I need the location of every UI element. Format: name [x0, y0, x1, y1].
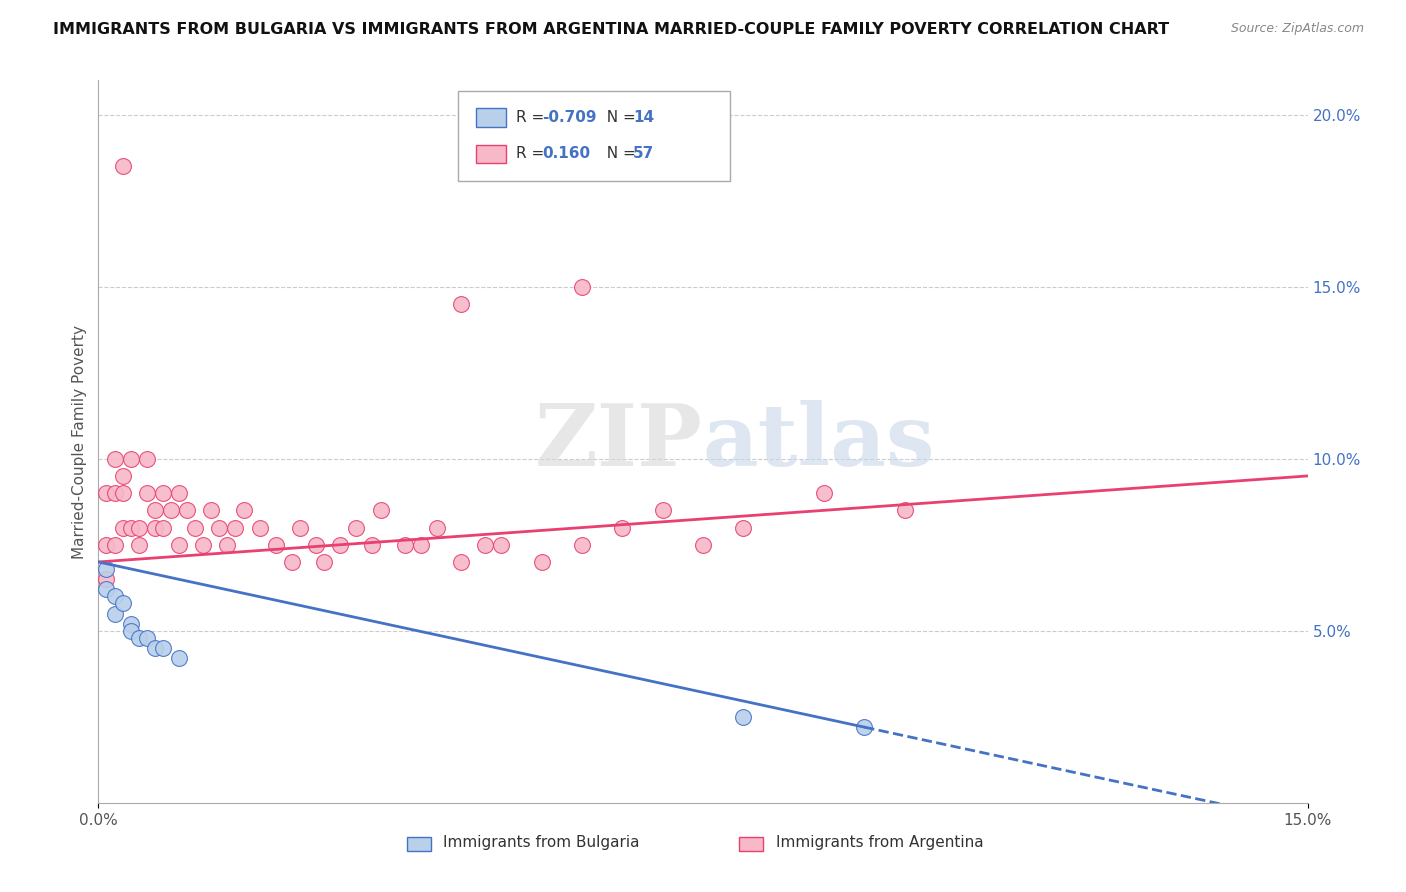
Point [208, 520, 231, 534]
Point [143, 640, 166, 655]
Text: 0.160: 0.160 [543, 146, 591, 161]
Point [167, 486, 190, 500]
Point [264, 538, 287, 552]
FancyBboxPatch shape [406, 837, 432, 851]
Point [281, 555, 304, 569]
Point [135, 451, 157, 466]
Point [128, 520, 150, 534]
Point [491, 538, 513, 552]
FancyBboxPatch shape [457, 91, 730, 181]
Point [176, 503, 198, 517]
Point [232, 503, 254, 517]
Text: R =: R = [516, 111, 548, 126]
Text: 57: 57 [633, 146, 654, 161]
Text: 14: 14 [633, 111, 654, 126]
Point [111, 469, 134, 483]
Point [128, 538, 150, 552]
Point [426, 520, 449, 534]
Text: atlas: atlas [703, 400, 935, 483]
Text: Immigrants from Argentina: Immigrants from Argentina [776, 835, 983, 850]
Point [96, 572, 118, 586]
Point [450, 555, 472, 569]
Point [571, 538, 593, 552]
Point [450, 297, 472, 311]
Point [249, 520, 271, 534]
Text: Immigrants from Bulgaria: Immigrants from Bulgaria [443, 835, 640, 850]
Point [96, 538, 118, 552]
Point [409, 538, 432, 552]
Point [571, 279, 593, 293]
Point [111, 520, 134, 534]
Point [733, 520, 755, 534]
Point [184, 520, 207, 534]
Point [167, 538, 190, 552]
Point [193, 538, 215, 552]
Point [692, 538, 714, 552]
Point [135, 631, 157, 645]
Text: Source: ZipAtlas.com: Source: ZipAtlas.com [1230, 22, 1364, 36]
Point [120, 616, 142, 631]
Point [120, 520, 142, 534]
Point [370, 503, 392, 517]
Point [135, 486, 157, 500]
Text: -0.709: -0.709 [543, 111, 596, 126]
FancyBboxPatch shape [475, 145, 506, 163]
FancyBboxPatch shape [740, 837, 763, 851]
Point [103, 538, 125, 552]
FancyBboxPatch shape [475, 109, 506, 128]
Point [111, 159, 134, 173]
Point [128, 631, 150, 645]
Point [612, 520, 634, 534]
Point [152, 486, 174, 500]
Point [111, 486, 134, 500]
Point [143, 520, 166, 534]
Point [120, 451, 142, 466]
Point [96, 582, 118, 597]
Point [200, 503, 222, 517]
Point [893, 503, 915, 517]
Point [651, 503, 673, 517]
Point [733, 710, 755, 724]
Point [103, 451, 125, 466]
Point [813, 486, 835, 500]
Point [288, 520, 311, 534]
Text: ZIP: ZIP [536, 400, 703, 483]
Point [160, 503, 183, 517]
Point [152, 520, 174, 534]
Point [305, 538, 328, 552]
Point [103, 590, 125, 604]
Point [217, 538, 239, 552]
Point [530, 555, 553, 569]
Point [167, 651, 190, 665]
Point [143, 503, 166, 517]
Point [474, 538, 496, 552]
Point [103, 607, 125, 621]
Point [344, 520, 367, 534]
Point [96, 562, 118, 576]
Point [224, 520, 246, 534]
Point [103, 486, 125, 500]
Point [96, 486, 118, 500]
Point [853, 720, 876, 734]
Y-axis label: Married-Couple Family Poverty: Married-Couple Family Poverty [72, 325, 87, 558]
Point [314, 555, 336, 569]
Point [120, 624, 142, 638]
Text: N =: N = [596, 146, 640, 161]
Text: IMMIGRANTS FROM BULGARIA VS IMMIGRANTS FROM ARGENTINA MARRIED-COUPLE FAMILY POVE: IMMIGRANTS FROM BULGARIA VS IMMIGRANTS F… [53, 22, 1170, 37]
Point [152, 640, 174, 655]
Point [111, 596, 134, 610]
Text: R =: R = [516, 146, 548, 161]
Point [361, 538, 384, 552]
Point [394, 538, 416, 552]
Text: N =: N = [596, 111, 640, 126]
Point [329, 538, 352, 552]
